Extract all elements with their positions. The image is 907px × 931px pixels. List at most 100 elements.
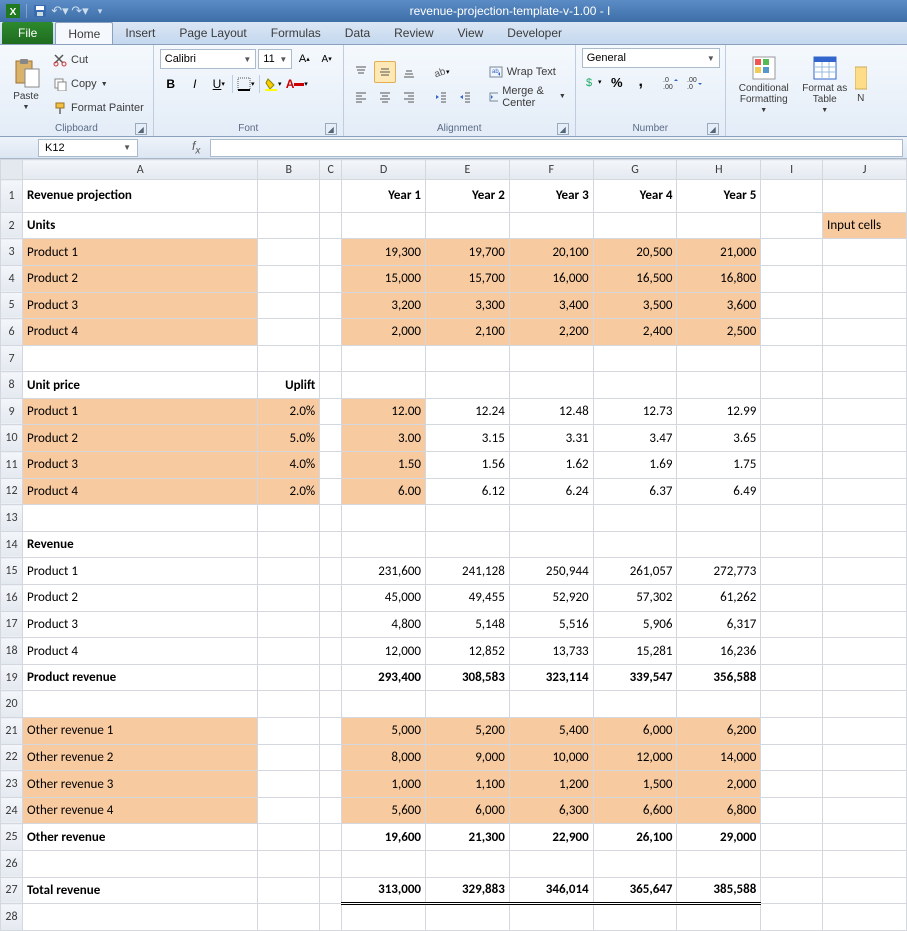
increase-font-icon[interactable]: A▴ <box>294 48 314 70</box>
comma-format-icon[interactable]: , <box>630 71 652 93</box>
cell[interactable]: 12.99 <box>677 398 761 425</box>
cell[interactable] <box>761 531 823 558</box>
cell[interactable] <box>761 478 823 505</box>
cell[interactable] <box>22 850 257 877</box>
cell[interactable]: 2,100 <box>426 319 510 346</box>
cell[interactable]: 19,600 <box>342 824 426 851</box>
cell[interactable]: Year 3 <box>509 180 593 213</box>
cell[interactable]: Product 2 <box>22 265 257 292</box>
cell[interactable] <box>320 265 342 292</box>
align-left-icon[interactable] <box>350 86 372 108</box>
cell[interactable]: 15,000 <box>342 265 426 292</box>
cell[interactable] <box>677 850 761 877</box>
row-header[interactable]: 27 <box>1 877 23 904</box>
spreadsheet-grid[interactable]: A B C D E F G H I J 1Revenue projectionY… <box>0 159 907 931</box>
cell[interactable] <box>593 505 677 532</box>
cell[interactable] <box>823 877 907 904</box>
cell[interactable]: 3,400 <box>509 292 593 319</box>
cell[interactable] <box>677 531 761 558</box>
font-launcher-icon[interactable]: ◢ <box>325 123 337 135</box>
cell[interactable] <box>258 638 320 665</box>
cell[interactable] <box>509 531 593 558</box>
number-format-combo[interactable]: General▼ <box>582 48 720 68</box>
cell[interactable]: 6.00 <box>342 478 426 505</box>
cell[interactable]: 3.65 <box>677 425 761 452</box>
row-header[interactable]: 19 <box>1 664 23 691</box>
cell-styles-button-partial[interactable]: N <box>854 48 868 120</box>
cell[interactable] <box>761 212 823 239</box>
cell[interactable] <box>761 824 823 851</box>
bold-button[interactable]: B <box>160 73 182 95</box>
cell[interactable] <box>823 239 907 266</box>
accounting-format-icon[interactable]: $▾ <box>582 71 604 93</box>
cell[interactable] <box>320 345 342 372</box>
cell[interactable] <box>823 558 907 585</box>
cell[interactable] <box>761 691 823 718</box>
cell[interactable]: 61,262 <box>677 585 761 612</box>
cell[interactable] <box>320 478 342 505</box>
cell[interactable]: Year 1 <box>342 180 426 213</box>
cell[interactable] <box>258 664 320 691</box>
cell[interactable]: 1,100 <box>426 771 510 798</box>
cell[interactable] <box>509 904 593 931</box>
cell[interactable] <box>823 425 907 452</box>
italic-button[interactable]: I <box>184 73 206 95</box>
col-header[interactable]: F <box>509 160 593 180</box>
cell[interactable] <box>320 425 342 452</box>
cell[interactable] <box>320 771 342 798</box>
cell[interactable]: 1.69 <box>593 452 677 479</box>
row-header[interactable]: 3 <box>1 239 23 266</box>
cell[interactable] <box>823 744 907 771</box>
cell[interactable]: Year 2 <box>426 180 510 213</box>
align-right-icon[interactable] <box>398 86 420 108</box>
cell[interactable]: 293,400 <box>342 664 426 691</box>
cell[interactable] <box>761 638 823 665</box>
cell[interactable]: 20,500 <box>593 239 677 266</box>
cell[interactable] <box>823 180 907 213</box>
cell[interactable] <box>342 212 426 239</box>
cell[interactable] <box>509 505 593 532</box>
row-header[interactable]: 5 <box>1 292 23 319</box>
cell[interactable]: Product 1 <box>22 398 257 425</box>
cell[interactable]: Input cells <box>823 212 907 239</box>
row-header[interactable]: 6 <box>1 319 23 346</box>
cell[interactable]: 5,906 <box>593 611 677 638</box>
cell[interactable] <box>258 691 320 718</box>
cell[interactable] <box>823 478 907 505</box>
cell[interactable] <box>509 345 593 372</box>
cell[interactable]: 3.47 <box>593 425 677 452</box>
cell[interactable] <box>426 345 510 372</box>
cell[interactable] <box>761 265 823 292</box>
cell[interactable] <box>823 797 907 824</box>
cell[interactable]: 1,200 <box>509 771 593 798</box>
cell[interactable] <box>22 505 257 532</box>
cell[interactable]: 250,944 <box>509 558 593 585</box>
cell[interactable] <box>258 744 320 771</box>
cell[interactable]: 1.56 <box>426 452 510 479</box>
row-header[interactable]: 4 <box>1 265 23 292</box>
cell[interactable] <box>823 718 907 745</box>
cell[interactable]: 16,500 <box>593 265 677 292</box>
cell[interactable]: 365,647 <box>593 877 677 904</box>
cell[interactable]: 5,400 <box>509 718 593 745</box>
tab-formulas[interactable]: Formulas <box>259 22 333 44</box>
cell[interactable]: 22,900 <box>509 824 593 851</box>
orientation-icon[interactable]: ab▾ <box>430 61 452 83</box>
cell[interactable]: Year 4 <box>593 180 677 213</box>
percent-format-icon[interactable]: % <box>606 71 628 93</box>
cell[interactable] <box>761 744 823 771</box>
cell[interactable] <box>258 345 320 372</box>
cell[interactable] <box>320 372 342 399</box>
cell[interactable]: 10,000 <box>509 744 593 771</box>
tab-developer[interactable]: Developer <box>495 22 574 44</box>
cell[interactable]: 2,500 <box>677 319 761 346</box>
decrease-indent-icon[interactable] <box>430 86 452 108</box>
cell[interactable] <box>761 611 823 638</box>
cell[interactable]: 6,200 <box>677 718 761 745</box>
cell[interactable] <box>342 850 426 877</box>
cell[interactable] <box>320 452 342 479</box>
cell[interactable]: 4.0% <box>258 452 320 479</box>
col-header[interactable]: G <box>593 160 677 180</box>
row-header[interactable]: 26 <box>1 850 23 877</box>
cell[interactable] <box>823 691 907 718</box>
